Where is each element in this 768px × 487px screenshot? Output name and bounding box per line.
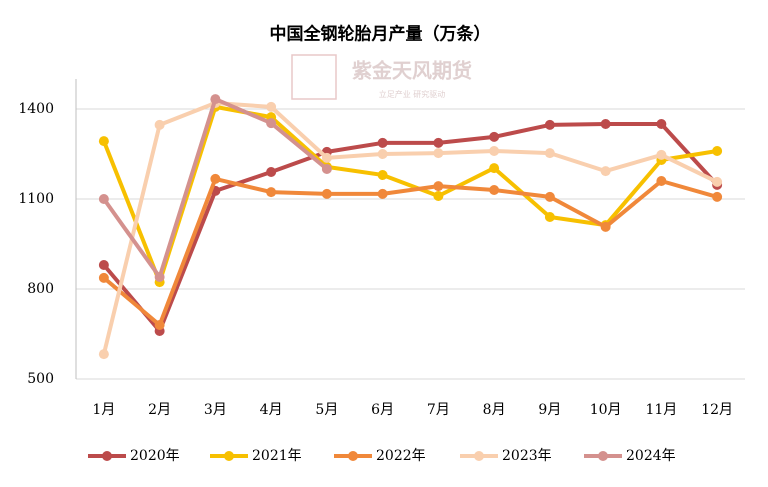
- y-tick-label: 500: [27, 371, 54, 387]
- data-point: [489, 163, 500, 174]
- data-point: [656, 149, 667, 160]
- x-tick-label: 1月: [92, 402, 115, 418]
- x-tick-label: 10月: [590, 402, 622, 418]
- data-point: [544, 119, 555, 130]
- data-point: [154, 272, 165, 282]
- y-tick-label: 1100: [18, 191, 54, 207]
- legend-marker: [224, 451, 234, 461]
- data-point: [210, 173, 221, 184]
- watermark-sub: 立足产业 研究驱动: [379, 89, 446, 99]
- data-point: [433, 181, 444, 192]
- data-point: [321, 152, 332, 163]
- chart-title: 中国全钢轮胎月产量（万条）: [270, 24, 491, 45]
- x-tick-label: 7月: [427, 402, 450, 418]
- x-tick-label: 5月: [315, 402, 338, 418]
- watermark-logo: [291, 54, 337, 100]
- data-point: [98, 272, 109, 283]
- x-tick-label: 3月: [204, 402, 227, 418]
- legend-marker: [598, 451, 608, 461]
- data-point: [433, 137, 444, 148]
- data-point: [600, 166, 611, 177]
- x-tick-label: 8月: [483, 402, 506, 418]
- x-tick-label: 4月: [260, 402, 283, 418]
- x-tick-label: 2月: [148, 402, 171, 418]
- data-point: [154, 119, 165, 130]
- data-point: [266, 167, 277, 177]
- legend-label: 2021年: [252, 448, 302, 464]
- data-point: [98, 136, 109, 147]
- data-point: [377, 170, 388, 180]
- data-point: [656, 176, 667, 186]
- data-point: [656, 119, 667, 129]
- data-point: [489, 131, 500, 142]
- data-point: [712, 191, 723, 202]
- legend-marker: [474, 451, 484, 461]
- legend-label: 2022年: [376, 448, 426, 464]
- data-point: [321, 188, 332, 199]
- legend-marker: [348, 451, 358, 461]
- data-point: [544, 191, 555, 202]
- legend-label: 2024年: [626, 448, 676, 464]
- x-tick-label: 6月: [371, 402, 394, 418]
- series-line: [101, 101, 718, 355]
- series-line: [102, 176, 718, 327]
- legend-marker: [102, 451, 112, 461]
- watermark: 紫金天风期货: [352, 59, 472, 83]
- data-point: [210, 94, 221, 105]
- y-tick-label: 800: [27, 281, 54, 297]
- data-point: [98, 194, 109, 204]
- data-point: [600, 221, 611, 232]
- data-point: [377, 137, 388, 148]
- x-tick-label: 12月: [701, 402, 733, 418]
- legend-label: 2023年: [502, 448, 552, 464]
- data-point: [377, 188, 388, 199]
- data-point: [266, 118, 277, 129]
- y-tick-label: 1400: [18, 101, 54, 117]
- data-point: [377, 149, 388, 159]
- legend-label: 2020年: [130, 448, 180, 464]
- data-point: [98, 349, 109, 360]
- data-point: [544, 148, 555, 159]
- series-line: [102, 104, 718, 285]
- data-point: [600, 119, 611, 129]
- data-point: [321, 164, 332, 174]
- data-point: [154, 320, 165, 330]
- data-point: [712, 176, 723, 187]
- data-point: [489, 185, 500, 195]
- data-point: [433, 191, 444, 201]
- data-point: [712, 146, 723, 156]
- data-point: [98, 260, 109, 270]
- series-line: [102, 122, 719, 333]
- data-point: [266, 187, 277, 198]
- data-point: [489, 146, 500, 156]
- x-tick-label: 9月: [538, 402, 561, 418]
- data-point: [433, 148, 444, 159]
- data-point: [266, 101, 277, 112]
- x-tick-label: 11月: [645, 402, 677, 418]
- data-point: [544, 212, 555, 222]
